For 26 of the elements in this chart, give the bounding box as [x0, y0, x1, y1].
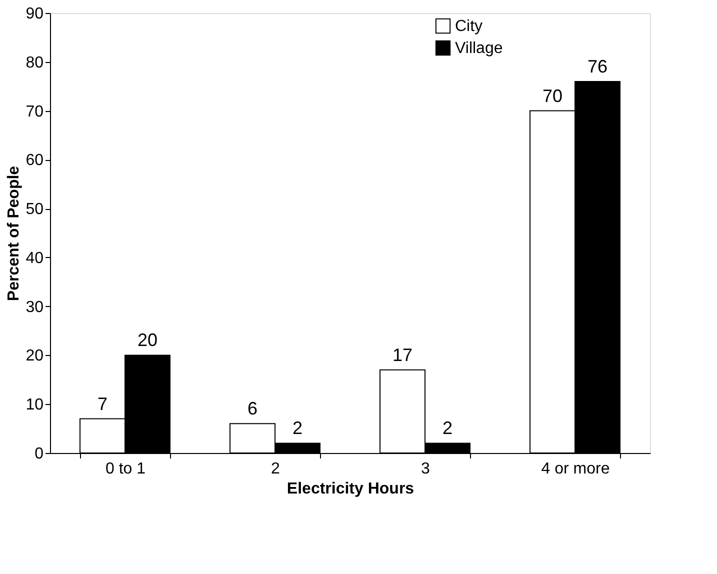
data-label: 2	[442, 418, 453, 438]
x-tick-label: 3	[421, 460, 430, 478]
data-label: 2	[292, 418, 303, 438]
y-tick-label: 50	[26, 201, 44, 218]
legend-label: City	[455, 18, 483, 35]
data-label: 17	[392, 344, 413, 365]
y-axis-title: Percent of People	[6, 166, 23, 302]
data-label: 7	[97, 394, 108, 414]
y-tick-label: 30	[26, 298, 44, 316]
y-tick-label: 40	[26, 250, 44, 267]
y-tick-label: 80	[26, 54, 44, 72]
data-label: 70	[542, 86, 563, 106]
data-label: 76	[587, 56, 608, 76]
y-tick-label: 90	[26, 6, 44, 22]
y-tick-label: 70	[26, 103, 44, 120]
y-tick-label: 20	[26, 348, 44, 365]
x-tick-label: 0 to 1	[105, 460, 146, 478]
x-tick-label: 4 or more	[541, 460, 610, 478]
data-label: 20	[137, 330, 158, 350]
y-tick-label: 60	[26, 152, 44, 170]
legend-label: Village	[455, 40, 503, 57]
x-tick-label: 2	[271, 460, 280, 478]
y-tick-label: 0	[34, 446, 44, 462]
y-tick-label: 10	[26, 396, 44, 414]
data-label: 6	[247, 398, 258, 419]
x-axis-title: Electricity Hours	[286, 480, 414, 498]
